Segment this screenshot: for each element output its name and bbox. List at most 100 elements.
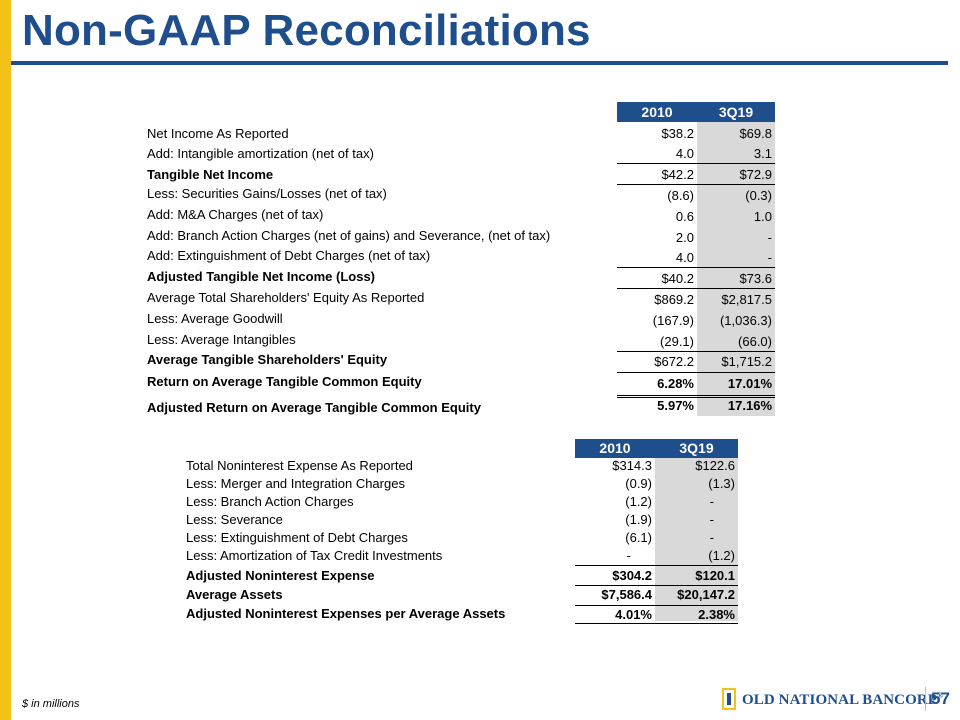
- row-label: Average Assets: [186, 587, 283, 602]
- row-label: Less: Extinguishment of Debt Charges: [186, 530, 408, 545]
- table-row: Less: Average Intangibles (29.1) (66.0): [143, 332, 775, 352]
- value-3q19: 2.38%: [655, 605, 738, 624]
- value-3q19: $120.1: [655, 568, 738, 586]
- row-label: Tangible Net Income: [147, 167, 274, 182]
- header-2010: 2010: [617, 102, 697, 122]
- title-underline: [11, 61, 948, 65]
- table-row: Average Tangible Shareholders' Equity $6…: [143, 352, 775, 373]
- table-row: Less: Severance (1.9) -: [182, 512, 738, 530]
- value-3q19: -: [767, 230, 772, 245]
- table-row: Total Noninterest Expense As Reported $3…: [182, 458, 738, 476]
- value-3q19: (66.0): [697, 334, 775, 352]
- value-2010: (1.2): [625, 494, 652, 509]
- row-label: Less: Average Intangibles: [147, 332, 296, 347]
- row-label: Total Noninterest Expense As Reported: [186, 458, 413, 473]
- return-on-tangible-equity-table: 2010 3Q19 Net Income As Reported $38.2 $…: [143, 102, 775, 418]
- row-label: Less: Securities Gains/Losses (net of ta…: [147, 186, 387, 201]
- header-3q19: 3Q19: [697, 102, 775, 122]
- value-2010: (167.9): [652, 313, 694, 328]
- left-accent-bar: [0, 0, 11, 720]
- value-2010: 4.0: [617, 250, 697, 268]
- row-label: Add: M&A Charges (net of tax): [147, 207, 324, 222]
- row-label: Add: Intangible amortization (net of tax…: [147, 146, 374, 161]
- row-label: Return on Average Tangible Common Equity: [147, 374, 422, 389]
- row-label: Average Total Shareholders' Equity As Re…: [147, 290, 425, 305]
- table-row: Less: Securities Gains/Losses (net of ta…: [143, 186, 775, 206]
- value-3q19: 17.01%: [697, 376, 775, 398]
- table-row: Less: Merger and Integration Charges (0.…: [182, 476, 738, 494]
- row-label: Adjusted Return on Average Tangible Comm…: [147, 400, 481, 415]
- value-2010: $7,586.4: [601, 587, 652, 602]
- value-2010: 0.6: [675, 209, 694, 224]
- value-2010: 4.01%: [575, 605, 655, 624]
- header-2010: 2010: [575, 439, 655, 458]
- row-label: Less: Average Goodwill: [147, 311, 283, 326]
- column-shade: [655, 458, 738, 621]
- table-row: Add: Extinguishment of Debt Charges (net…: [143, 248, 775, 268]
- value-3q19: -: [709, 494, 714, 509]
- row-label: Net Income As Reported: [147, 126, 289, 141]
- table-row: Adjusted Noninterest Expenses per Averag…: [182, 604, 738, 624]
- table-row: Tangible Net Income $42.2 $72.9: [143, 164, 775, 185]
- table-row: Add: M&A Charges (net of tax) 0.6 1.0: [143, 207, 775, 227]
- value-2010: 2.0: [675, 230, 694, 245]
- value-3q19: (1.2): [655, 548, 738, 566]
- page-number-divider: [925, 687, 926, 711]
- value-2010: (29.1): [617, 334, 697, 352]
- value-2010: $672.2: [617, 354, 697, 373]
- value-3q19: (0.3): [745, 188, 772, 203]
- units-footnote: $ in millions: [22, 698, 80, 710]
- table-row: Add: Branch Action Charges (net of gains…: [143, 228, 775, 248]
- table-row: Net Income As Reported $38.2 $69.8: [143, 124, 775, 144]
- value-3q19: $20,147.2: [677, 587, 735, 602]
- table-row: Less: Branch Action Charges (1.2) -: [182, 494, 738, 512]
- row-label: Less: Branch Action Charges: [186, 494, 354, 509]
- value-3q19: $2,817.5: [721, 292, 772, 307]
- noninterest-expense-table: 2010 3Q19 Total Noninterest Expense As R…: [182, 439, 738, 624]
- row-label: Less: Severance: [186, 512, 283, 527]
- value-3q19: 3.1: [697, 146, 775, 164]
- value-2010: (6.1): [625, 530, 652, 545]
- value-2010: $40.2: [617, 271, 697, 289]
- header-3q19: 3Q19: [655, 439, 738, 458]
- value-2010: (8.6): [667, 188, 694, 203]
- table-row: Less: Average Goodwill (167.9) (1,036.3): [143, 311, 775, 331]
- value-3q19: (1,036.3): [719, 313, 772, 328]
- value-3q19: -: [697, 250, 775, 268]
- row-label: Add: Extinguishment of Debt Charges (net…: [147, 248, 431, 263]
- row-label: Less: Amortization of Tax Credit Investm…: [186, 548, 443, 563]
- value-3q19: $1,715.2: [697, 354, 775, 373]
- row-label: Less: Merger and Integration Charges: [186, 476, 405, 491]
- value-3q19: $69.8: [739, 126, 772, 141]
- table-row: Less: Amortization of Tax Credit Investm…: [182, 548, 738, 566]
- value-2010: (1.9): [625, 512, 652, 527]
- row-label: Adjusted Noninterest Expenses per Averag…: [186, 606, 506, 621]
- value-2010: (0.9): [625, 476, 652, 491]
- value-2010: 4.0: [617, 146, 697, 164]
- value-3q19: $73.6: [697, 271, 775, 289]
- table-row: Adjusted Return on Average Tangible Comm…: [143, 398, 775, 418]
- value-2010: $304.2: [575, 568, 655, 586]
- row-label: Adjusted Noninterest Expense: [186, 568, 375, 583]
- logo-mark-icon: [722, 688, 736, 710]
- logo-text: OLD NATIONAL BANCORP®: [742, 691, 943, 709]
- value-2010: $869.2: [654, 292, 694, 307]
- logo-registered-mark: ®: [937, 691, 944, 700]
- row-label: Add: Branch Action Charges (net of gains…: [147, 228, 551, 243]
- page-number: 57: [931, 689, 950, 708]
- page-title: Non-GAAP Reconciliations: [22, 6, 591, 55]
- value-3q19: 17.16%: [727, 398, 772, 413]
- table-row: Average Total Shareholders' Equity As Re…: [143, 290, 775, 310]
- table-row: Adjusted Tangible Net Income (Loss) $40.…: [143, 269, 775, 289]
- value-2010: $314.3: [612, 458, 652, 473]
- value-2010: $42.2: [617, 167, 697, 185]
- column-shade: [697, 122, 775, 416]
- value-2010: -: [575, 548, 655, 566]
- value-3q19: -: [709, 512, 714, 527]
- value-3q19: $122.6: [695, 458, 735, 473]
- value-3q19: -: [709, 530, 714, 545]
- table-row: Return on Average Tangible Common Equity…: [143, 374, 775, 398]
- value-2010: 6.28%: [617, 376, 697, 398]
- row-label: Average Tangible Shareholders' Equity: [147, 352, 388, 367]
- value-2010: $38.2: [661, 126, 694, 141]
